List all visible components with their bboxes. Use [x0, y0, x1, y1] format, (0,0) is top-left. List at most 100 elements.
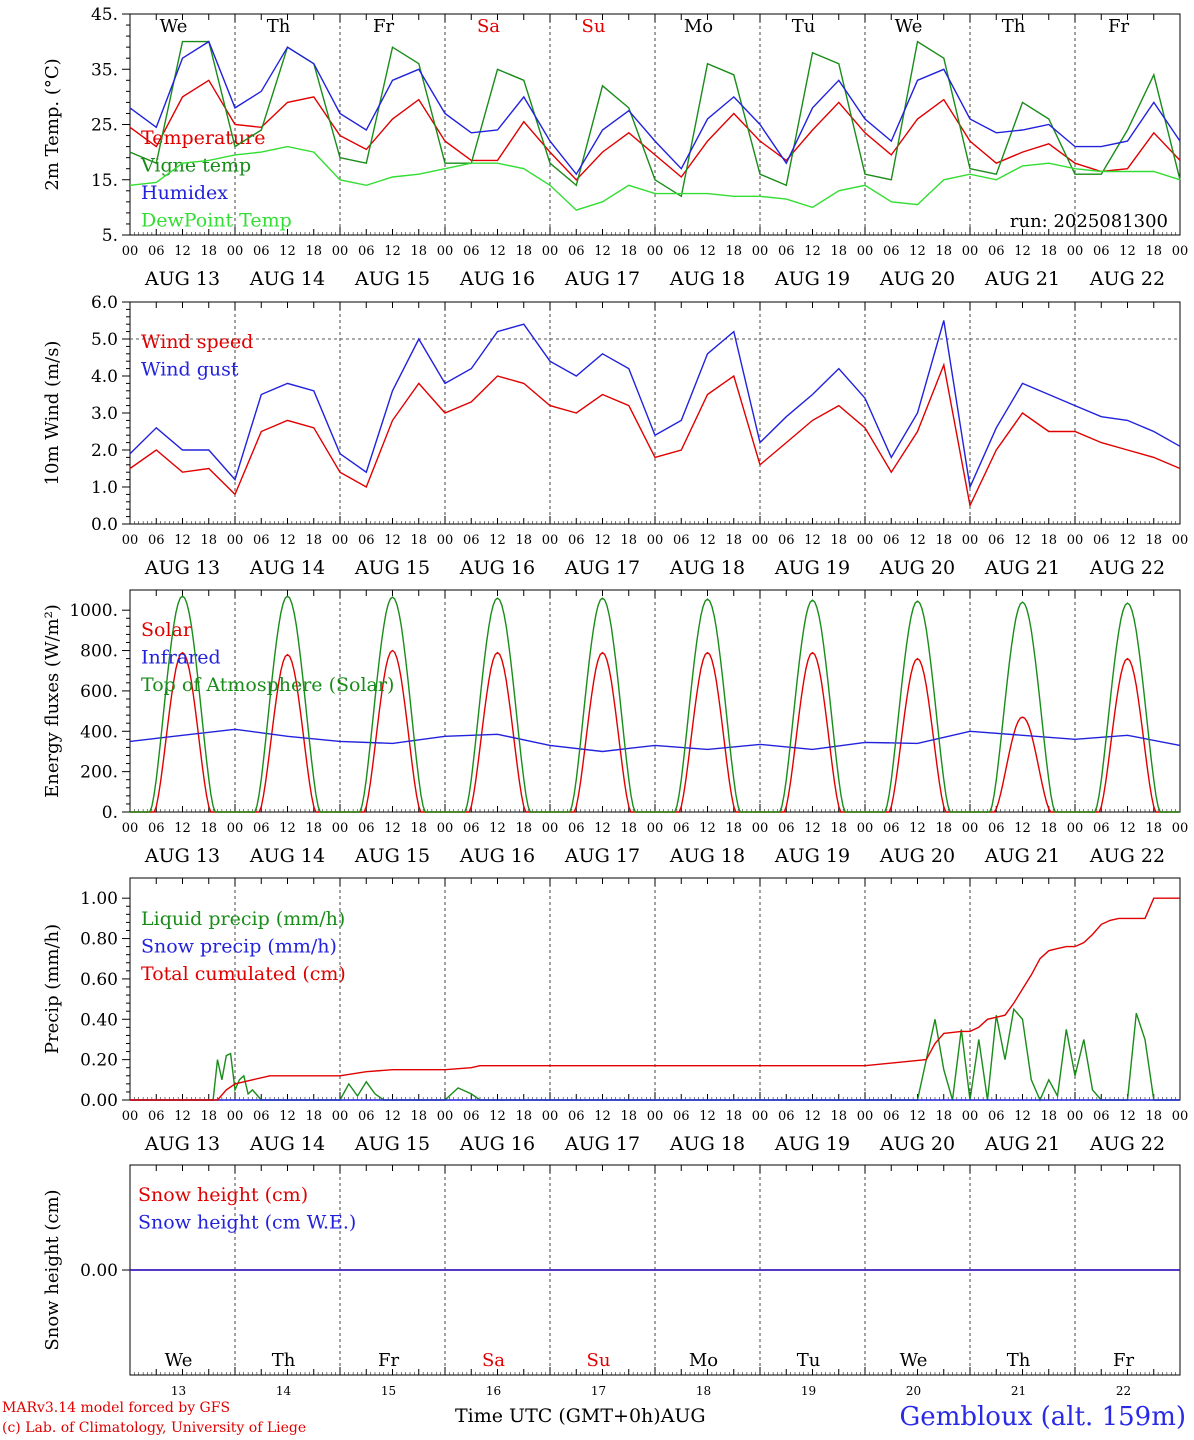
weekday-label: Sa	[482, 1350, 505, 1371]
weekday-label: Th	[267, 16, 291, 37]
hour-label: 12	[489, 244, 506, 259]
legend-entry: DewPoint Temp	[141, 210, 292, 232]
hour-label: 06	[568, 821, 585, 836]
hour-label: 06	[358, 533, 375, 548]
y-tick-label: 0.60	[80, 970, 118, 990]
weekday-label: We	[895, 16, 923, 37]
y-axis-label: 2m Temp. (°C)	[42, 58, 63, 190]
hour-label: 00	[227, 244, 244, 259]
hour-label: 00	[647, 533, 664, 548]
date-label: AUG 16	[459, 845, 535, 867]
date-label: AUG 18	[669, 557, 745, 579]
y-tick-label: 400.	[80, 722, 118, 742]
hour-label: 18	[200, 533, 217, 548]
hour-label: 12	[699, 244, 716, 259]
hour-label: 18	[725, 533, 742, 548]
y-axis-label: Energy fluxes (W/m²)	[42, 604, 63, 798]
y-tick-label: 0.0	[91, 515, 118, 535]
date-label: AUG 20	[879, 557, 955, 579]
panel-5: 0.00 Snow height (cm) Snow height (cm) Snow…	[42, 1164, 1181, 1398]
hour-label: 06	[778, 244, 795, 259]
y-tick-label: 0.80	[80, 930, 118, 950]
hour-label: 06	[148, 244, 165, 259]
hour-label: 06	[778, 821, 795, 836]
day-number: 16	[486, 1384, 501, 1398]
hour-label: 06	[1093, 1109, 1110, 1124]
hour-label: 06	[358, 1109, 375, 1124]
panel-2: 0.0 1.0 2.0 3.0 4.0 5.0 6.0 10m Wind (m/s) Wind …	[42, 293, 1188, 579]
weekday-label: Mo	[689, 1350, 718, 1371]
date-label: AUG 19	[774, 557, 850, 579]
date-label: AUG 16	[459, 557, 535, 579]
hour-label: 12	[594, 533, 611, 548]
hour-label: 00	[122, 1109, 139, 1124]
hour-label: 06	[253, 244, 270, 259]
hour-label: 00	[542, 533, 559, 548]
hour-label: 18	[935, 244, 952, 259]
hour-label: 18	[830, 1109, 847, 1124]
weekday-label: Tu	[792, 16, 816, 37]
hour-label: 12	[909, 1109, 926, 1124]
hour-label: 18	[305, 533, 322, 548]
hour-label: 12	[174, 244, 191, 259]
hour-label: 00	[752, 533, 769, 548]
date-label: AUG 14	[249, 268, 325, 290]
hour-label: 12	[489, 533, 506, 548]
legend-entry: Total cumulated (cm)	[141, 963, 346, 985]
weekday-label: Fr	[1108, 16, 1129, 37]
x-axis-title: Time UTC (GMT+0h)AUG	[455, 1405, 706, 1427]
date-label: AUG 17	[564, 1133, 640, 1155]
hour-label: 18	[830, 533, 847, 548]
y-tick-label: 5.0	[91, 330, 118, 350]
hour-label: 12	[384, 244, 401, 259]
y-tick-label: 6.0	[91, 293, 118, 313]
hour-label: 18	[935, 821, 952, 836]
weekday-label: We	[900, 1350, 928, 1371]
hour-label: 12	[1014, 533, 1031, 548]
hour-label: 00	[437, 821, 454, 836]
hour-label: 00	[857, 244, 874, 259]
day-number: 15	[381, 1384, 396, 1398]
weekday-label: We	[160, 16, 188, 37]
hour-label: 00	[332, 821, 349, 836]
date-label: AUG 13	[144, 268, 220, 290]
hour-label: 12	[279, 244, 296, 259]
day-number: 13	[171, 1384, 186, 1398]
y-tick-label: 3.0	[91, 404, 118, 424]
weekday-label: Fr	[373, 16, 394, 37]
hour-label: 12	[384, 1109, 401, 1124]
y-tick-label: 5.	[102, 226, 118, 246]
hour-label: 00	[1172, 1109, 1189, 1124]
hour-label: 06	[988, 244, 1005, 259]
hour-label: 12	[1119, 821, 1136, 836]
weekday-label: Su	[582, 16, 606, 37]
y-axis-label: 10m Wind (m/s)	[42, 341, 63, 486]
hour-label: 06	[883, 244, 900, 259]
date-label: AUG 16	[459, 1133, 535, 1155]
date-label: AUG 14	[249, 557, 325, 579]
hour-label: 12	[804, 1109, 821, 1124]
date-label: AUG 15	[354, 1133, 430, 1155]
hour-label: 18	[305, 821, 322, 836]
hour-label: 12	[1119, 244, 1136, 259]
legend-entry: Liquid precip (mm/h)	[141, 908, 345, 930]
hour-label: 12	[699, 821, 716, 836]
series-line-total-cumulated-cm-	[130, 897, 1180, 1101]
hour-label: 18	[1145, 821, 1162, 836]
legend-entry: Top of Atmosphere (Solar)	[141, 674, 394, 696]
hour-label: 12	[804, 244, 821, 259]
hour-label: 00	[962, 1109, 979, 1124]
date-label: AUG 13	[144, 1133, 220, 1155]
lab-credit: (c) Lab. of Climatology, University of L…	[2, 1420, 307, 1436]
weekday-label: Th	[272, 1350, 296, 1371]
date-label: AUG 20	[879, 845, 955, 867]
hour-label: 18	[725, 244, 742, 259]
hour-label: 06	[463, 821, 480, 836]
hour-label: 06	[673, 821, 690, 836]
hour-label: 00	[122, 533, 139, 548]
date-label: AUG 21	[984, 845, 1060, 867]
hour-label: 12	[804, 821, 821, 836]
date-label: AUG 21	[984, 268, 1060, 290]
hour-label: 06	[883, 821, 900, 836]
hour-label: 18	[305, 1109, 322, 1124]
